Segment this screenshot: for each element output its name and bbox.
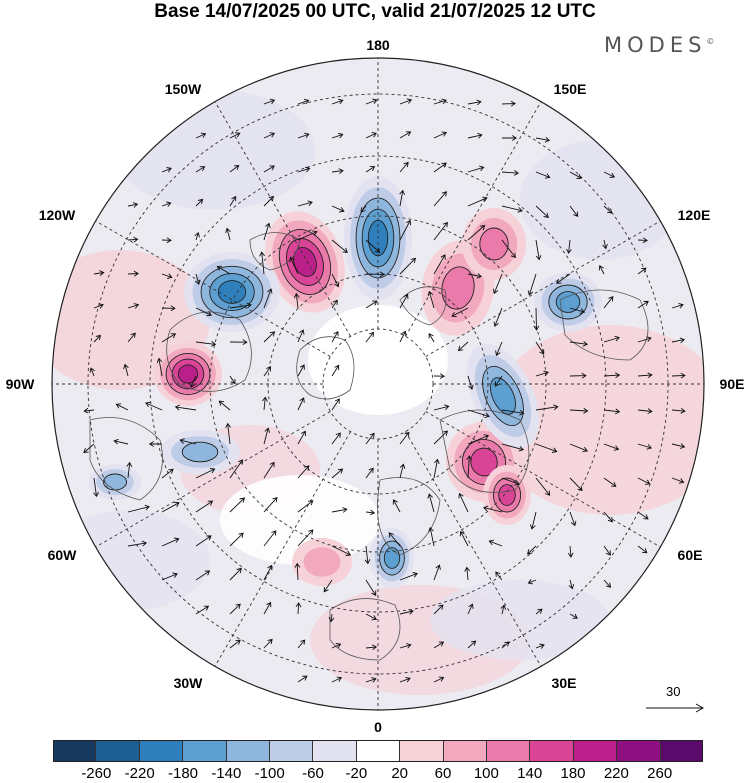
colorbar-segment [399,740,443,762]
reference-vector-label: 30 [666,684,681,699]
colorbar-segment [486,740,530,762]
lon-label-60w: 60W [48,547,78,563]
modes-logo: MODES© [604,33,714,57]
colorbar-tick-label: -100 [254,765,285,782]
positive-anomaly [154,342,222,406]
colorbar-segment [312,740,356,762]
colorbar-tick-label: 20 [391,765,408,782]
colorbar-segment [95,740,139,762]
lon-label-90e: 90E [720,376,745,392]
colorbar-tick-label: 60 [434,765,452,782]
map-boundary [51,57,705,711]
positive-anomaly [483,465,531,525]
colorbar-tick-label: 220 [603,765,629,782]
wind-vectors [83,98,686,683]
coastlines [89,232,649,661]
colorbar-tick-label: -20 [345,765,368,782]
brand-name: MODES [604,33,707,57]
colorbar-segment [182,740,226,762]
lon-label-0: 0 [374,719,382,735]
colorbar-tick-label: -180 [167,765,199,782]
negative-anomaly [89,464,141,500]
meridians [52,58,704,710]
colorbar-tick-label: -140 [211,765,242,782]
negative-anomaly [370,528,414,588]
positive-anomaly [462,208,526,280]
lon-label-150e: 150E [554,81,587,97]
colorbar-tick-label: 180 [560,765,586,782]
negative-anomaly [184,252,280,332]
lon-label-120e: 120E [678,207,711,223]
colorbar-ticks: -260 -220 -180 -140 -100 -60 -20 20 60 100 140 180 2… [53,765,703,783]
colorbar-segment [138,740,183,762]
colorbar-segment [659,740,704,762]
colorbar-tick-label: -260 [81,765,112,782]
positive-anomaly [292,538,352,586]
colorbar [53,740,704,762]
lon-label-120w: 120W [39,207,76,223]
polar-stereographic-map: 180 150W 150E 120W 120E 90W 90E 60W 60E … [6,37,745,735]
colorbar-tick-label: -60 [302,765,324,782]
colorbar-tick-label: 140 [517,765,543,782]
reference-arrow-icon [646,703,705,713]
lon-label-60e: 60E [678,547,703,563]
lon-label-150w: 150W [165,81,202,97]
lon-label-30w: 30W [174,675,204,691]
colorbar-segment [616,740,660,762]
colorbar-tick-label: 100 [473,765,499,782]
lon-label-180: 180 [366,37,390,53]
colorbar-tick-label: 260 [647,765,673,782]
copyright-mark: © [706,37,715,46]
colorbar-segment [572,740,617,762]
colorbar-segment [225,740,270,762]
lon-label-90w: 90W [6,376,36,392]
colorbar-tick-label: -220 [124,765,155,782]
lon-label-30e: 30E [552,675,577,691]
reference-vector: 30 [646,684,706,714]
colorbar-segment [442,740,487,762]
colorbar-segment [529,740,573,762]
colorbar-segment [269,740,313,762]
chart-title: Base 14/07/2025 00 UTC, valid 21/07/2025… [154,1,596,22]
colorbar-segment [53,740,96,762]
colorbar-segment [355,740,400,762]
negative-anomaly [534,272,602,332]
negative-anomaly [160,430,240,474]
